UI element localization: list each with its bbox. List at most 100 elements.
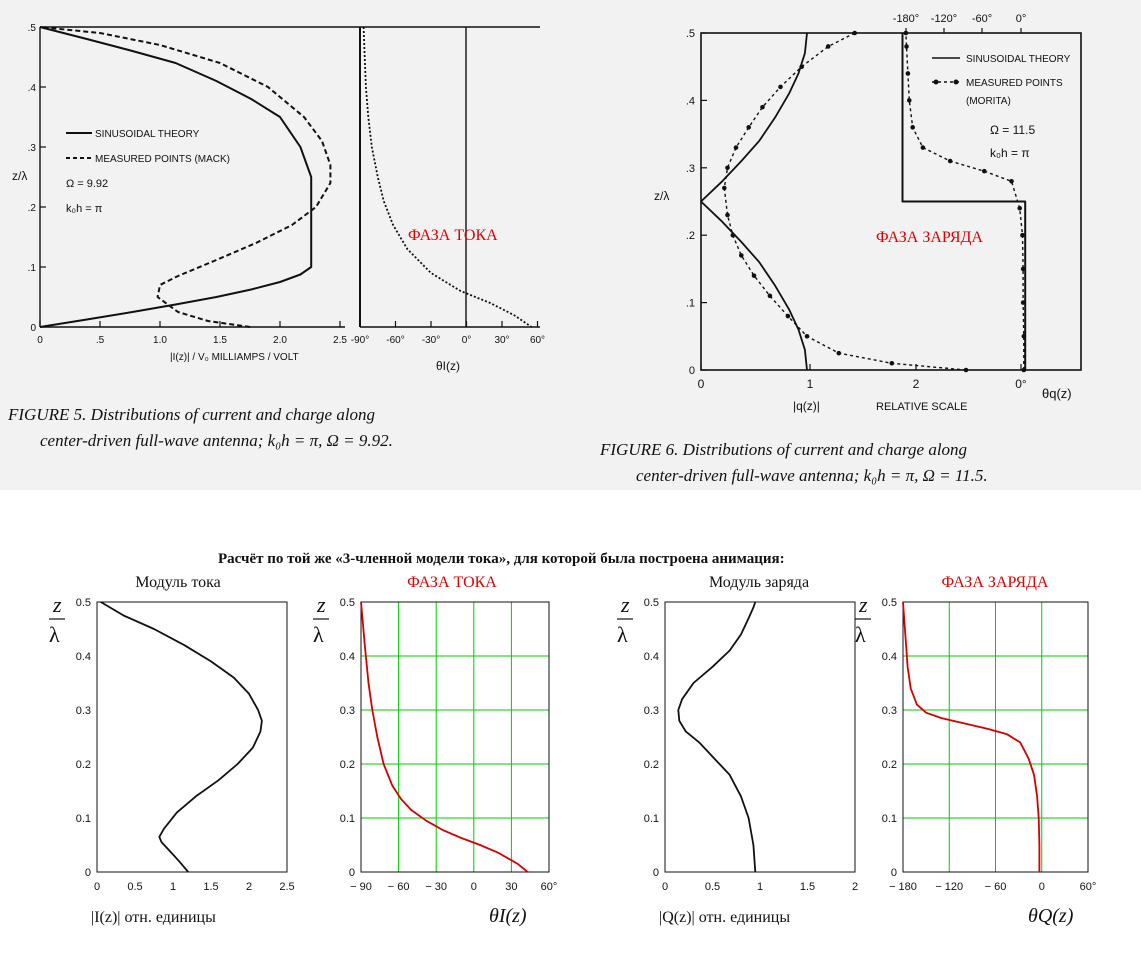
ylabel-z: z [52,592,62,617]
fig6-measured-curve-point [889,360,895,366]
ytick-label: 0 [891,867,897,879]
calc-phase-charge-xlabel: θQ(z) [1028,905,1074,927]
fig5-xtick-label: .5 [96,335,105,346]
xtick-label: 60° [541,881,558,893]
fig6-measured-curve-point [725,165,730,171]
fig6-measured-curve-point [804,334,810,339]
calc-charge-frame [664,601,856,873]
xtick-label: 1 [170,881,176,893]
calc-phase-current-title: ФАЗА ТОКА [407,574,497,591]
fig5-legend-theory: SINUSOIDAL THEORY [95,129,200,140]
fig5-phase-x-ticks: -90° -60° -30° 0° 30° 60° [351,321,545,346]
ytick-label: 0.5 [76,597,91,609]
fig6-ytick-label: .1 [686,298,695,310]
fig5-xtick-label: 2.0 [273,335,287,346]
ytick-label: 0.4 [340,651,355,663]
fig6-measured-curve-point [725,212,730,218]
xtick-label: − 180 [889,881,917,893]
calc-phase-charge-chart: ФАЗА ЗАРЯДА 0 0.1 0.2 0.3 0.4 0.5 − 180 − 120 − 6… [855,574,1096,927]
fig6-phase-measured-curve-point [1020,266,1026,272]
calc-charge-title: Модуль заряда [709,574,809,591]
fig5-phase-xtick-label: -60° [386,335,404,346]
fig6-top-xtick-label: 0° [1016,13,1027,25]
xtick-label: − 60 [985,881,1007,893]
calc-phase-current-chart: ФАЗА ТОКА 0 0.1 0.2 0.3 0.4 0.5 − 90 − 60 − 30 0 30… [313,574,557,927]
fig6-ytick-label: .4 [686,95,695,107]
fig5-ylabel: z/λ [12,169,27,183]
calc-current-frame [96,601,288,873]
xtick-label: 0 [662,881,668,893]
ytick-label: 0.5 [340,597,355,609]
calc-current-title: Модуль тока [135,574,221,591]
fig6-legend-dot [953,79,959,85]
fig6-phase-measured-curve-point [981,168,987,174]
fig5-measured-curve [39,26,332,328]
xtick-label: 0 [471,881,477,893]
fig5-legend-measured: MEASURED POINTS (MACK) [95,154,230,165]
fig5-curves [39,26,533,328]
xtick-label: 30 [505,881,517,893]
ytick-label: 0 [85,867,91,879]
fig6-ytick-label: .5 [686,28,695,40]
fig6-caption-line2: center-driven full-wave antenna; k₀h = π… [636,466,988,485]
ytick-label: 0.1 [340,813,355,825]
fig5-xtick-label: 0 [37,335,43,346]
ytick-label: 0.4 [76,651,91,663]
ytick-label: 0.2 [340,759,355,771]
fig6-legend-morita: (MORITA) [966,96,1011,107]
fig6-phase-measured-curve-point [1021,334,1027,339]
ylabel-z: z [316,592,326,617]
fig5-ytick-label: .5 [28,23,37,34]
ylabel-lambda: λ [313,622,324,647]
fig6-top-xtick-label: -120° [931,13,957,25]
fig6-phase-red-label: ФАЗА ЗАРЯДА [876,229,983,246]
fig5-phase-measured-curve [362,26,533,328]
fig6-top-xtick-label: -60° [972,13,992,25]
fig5-xtick-label: 1.0 [153,335,167,346]
calc-charge-chart: Модуль заряда 0 0.1 0.2 0.3 0.4 0.5 0 0.5 1 1.5 2 zλ… [617,574,858,926]
figure6: 0 .1 .2 .3 .4 .5 0 1 2 0° -180° -120° -60° 0° z/λ S… [599,13,1082,485]
fig6-xlabel-phase: θq(z) [1042,386,1072,401]
ytick-label: 0.5 [644,597,659,609]
fig5-xtick-label: 1.5 [213,335,227,346]
fig5-ytick-label: .3 [28,143,37,154]
fig5-ytick-label: .2 [28,203,37,214]
fig5-y-ticks: 0 .1 .2 .3 .4 .5 [28,23,46,334]
fig5-xlabel-phase: θI(z) [436,359,460,373]
fig6-phase-theory-curve [901,33,1027,370]
calc-charge-xlabel: |Q(z)| отн. единицы [659,909,790,926]
fig6-phase-measured-curve-point [905,71,911,76]
fig6-measured-curve-point [836,350,842,356]
ytick-label: 0.3 [644,705,659,717]
fig6-measured-curve-point [799,64,804,69]
calc-phase-current-xlabel: θI(z) [489,905,527,927]
calc-current-curve [100,601,263,873]
ylabel-lambda: λ [855,622,866,647]
fig6-phase-measured-curve-point [1020,232,1025,238]
ytick-label: 0.3 [340,705,355,717]
fig6-legend-measured: MEASURED POINTS [966,78,1063,89]
fig6-xlabel-relative: RELATIVE SCALE [876,401,968,413]
fig6-measured-curve-point [767,293,773,299]
fig6-xlabel-charge: |q(z)| [793,399,820,413]
fig6-measured-curve-point [852,30,857,36]
ytick-label: 0.5 [882,597,897,609]
xtick-label: 2.5 [279,881,294,893]
ylabel-z: z [858,592,868,617]
fig5-koh: k₀h = π [66,203,103,215]
fig6-measured-curve-point [778,84,783,90]
ytick-label: 0 [653,867,659,879]
fig6-measured-curve-point [751,273,757,278]
figure5: 0 .1 .2 .3 .4 .5 0 .5 1.0 1.5 2.0 2.5 -90° -60° -30°… [7,23,545,450]
fig6-phase-measured-curve-point [947,158,953,164]
calc-phase-charge-curve [902,601,1041,872]
ylabel-lambda: λ [49,622,60,647]
fig5-xtick-label: 2.5 [333,335,347,346]
fig6-top-xtick-label: -180° [893,13,919,25]
fig6-ytick-label: .2 [686,230,695,242]
calc-charge-curve [677,601,757,873]
ytick-label: 0.4 [644,651,659,663]
fig5-phase-xtick-label: -90° [351,335,369,346]
fig6-legend-theory: SINUSOIDAL THEORY [966,54,1071,65]
fig6-measured-curve-point [746,125,751,130]
